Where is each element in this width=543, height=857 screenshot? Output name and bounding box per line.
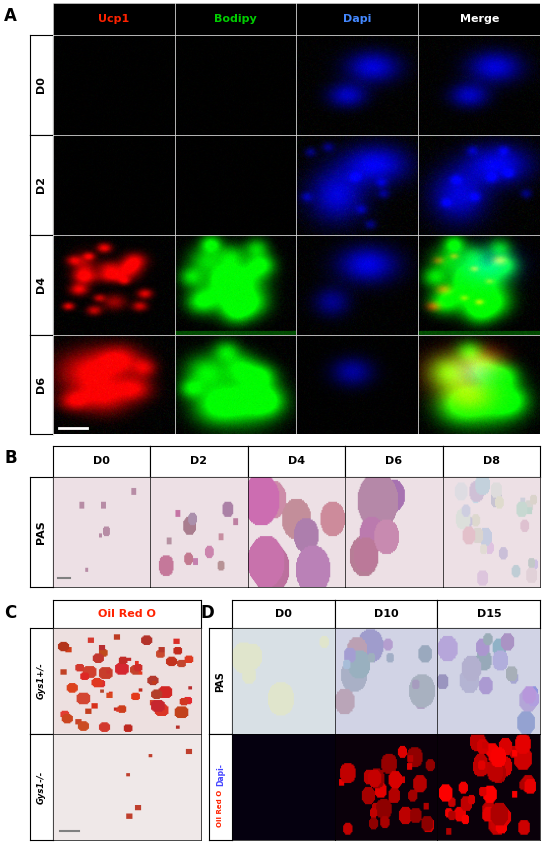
Text: Oil Red O: Oil Red O (217, 789, 224, 827)
Text: A: A (4, 7, 17, 26)
Text: B: B (4, 449, 17, 468)
Text: D: D (201, 603, 214, 622)
Text: C: C (4, 603, 16, 622)
Text: D8: D8 (483, 457, 500, 466)
Text: Oil Red O: Oil Red O (98, 609, 156, 619)
Text: D2: D2 (191, 457, 207, 466)
Text: D4: D4 (288, 457, 305, 466)
Text: D2: D2 (36, 177, 46, 194)
Text: Ucp1: Ucp1 (98, 14, 129, 24)
Text: D6: D6 (36, 376, 46, 393)
Text: D10: D10 (374, 609, 399, 619)
Text: Gys1+/-: Gys1+/- (37, 662, 46, 699)
Text: Dapi: Dapi (343, 14, 371, 24)
Text: PAS: PAS (36, 520, 46, 544)
Text: Merge: Merge (459, 14, 499, 24)
Text: Dapi-: Dapi- (216, 763, 225, 786)
Text: Bodipy: Bodipy (214, 14, 257, 24)
Text: D4: D4 (36, 276, 46, 293)
Text: D0: D0 (93, 457, 110, 466)
Text: D15: D15 (477, 609, 501, 619)
Text: D0: D0 (36, 76, 46, 93)
Text: PAS: PAS (216, 671, 225, 692)
Text: Gys1-/-: Gys1-/- (37, 770, 46, 804)
Text: D6: D6 (386, 457, 402, 466)
Text: D0: D0 (275, 609, 292, 619)
